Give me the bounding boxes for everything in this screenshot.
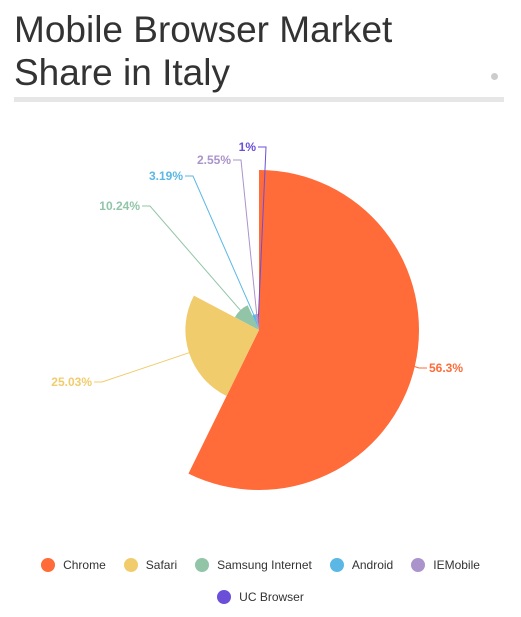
legend-swatch [411,558,426,572]
legend-swatch [123,558,138,572]
data-label-chrome: 56.3% [429,361,463,375]
slice-safari[interactable] [185,295,259,397]
slice-uc-browser[interactable] [257,314,259,330]
connector-android [185,175,255,316]
connector-iemobile [233,159,258,315]
data-label-iemobile: 2.55% [197,153,231,167]
legend: Chrome Safari Samsung Internet Android IEMob… [0,553,521,617]
title-divider [14,97,504,102]
legend-label: UC Browser [239,590,304,604]
legend-item-android[interactable]: Android [329,558,394,572]
legend-label: Android [351,558,394,572]
menu-dot-icon[interactable] [491,73,498,80]
legend-label: Chrome [63,558,106,572]
connector-safari [94,351,192,383]
slice-android[interactable] [252,314,259,330]
slice-chrome[interactable] [188,170,420,491]
data-label-uc-browser: 1% [239,140,257,154]
data-label-samsung-internet: 10.24% [99,199,140,213]
legend-label: Samsung Internet [217,558,312,572]
legend-swatch [195,558,210,572]
legend-item-chrome[interactable]: Chrome [41,558,106,572]
legend-item-safari[interactable]: Safari [123,558,178,572]
legend-item-samsung-internet[interactable]: Samsung Internet [195,558,312,572]
data-label-android: 3.19% [149,169,183,183]
slice-samsung-internet[interactable] [234,305,259,330]
legend-item-uc-browser[interactable]: UC Browser [217,590,304,604]
connector-chrome [410,364,427,369]
slice-iemobile[interactable] [255,314,259,330]
legend-swatch [329,558,344,572]
legend-label: IEMobile [433,558,480,572]
data-label-safari: 25.03% [51,375,92,389]
legend-label: Safari [145,558,178,572]
legend-item-iemobile[interactable]: IEMobile [411,558,480,572]
pie-chart: 56.3% 25.03% 10.24% 3.19% 2.55% 1% [51,140,463,491]
legend-swatch [217,590,232,604]
chart-title: Mobile Browser Market Share in Italy [14,9,393,93]
legend-swatch [41,558,56,572]
connector-uc-browser [258,146,267,315]
connector-samsung-internet [142,205,242,312]
